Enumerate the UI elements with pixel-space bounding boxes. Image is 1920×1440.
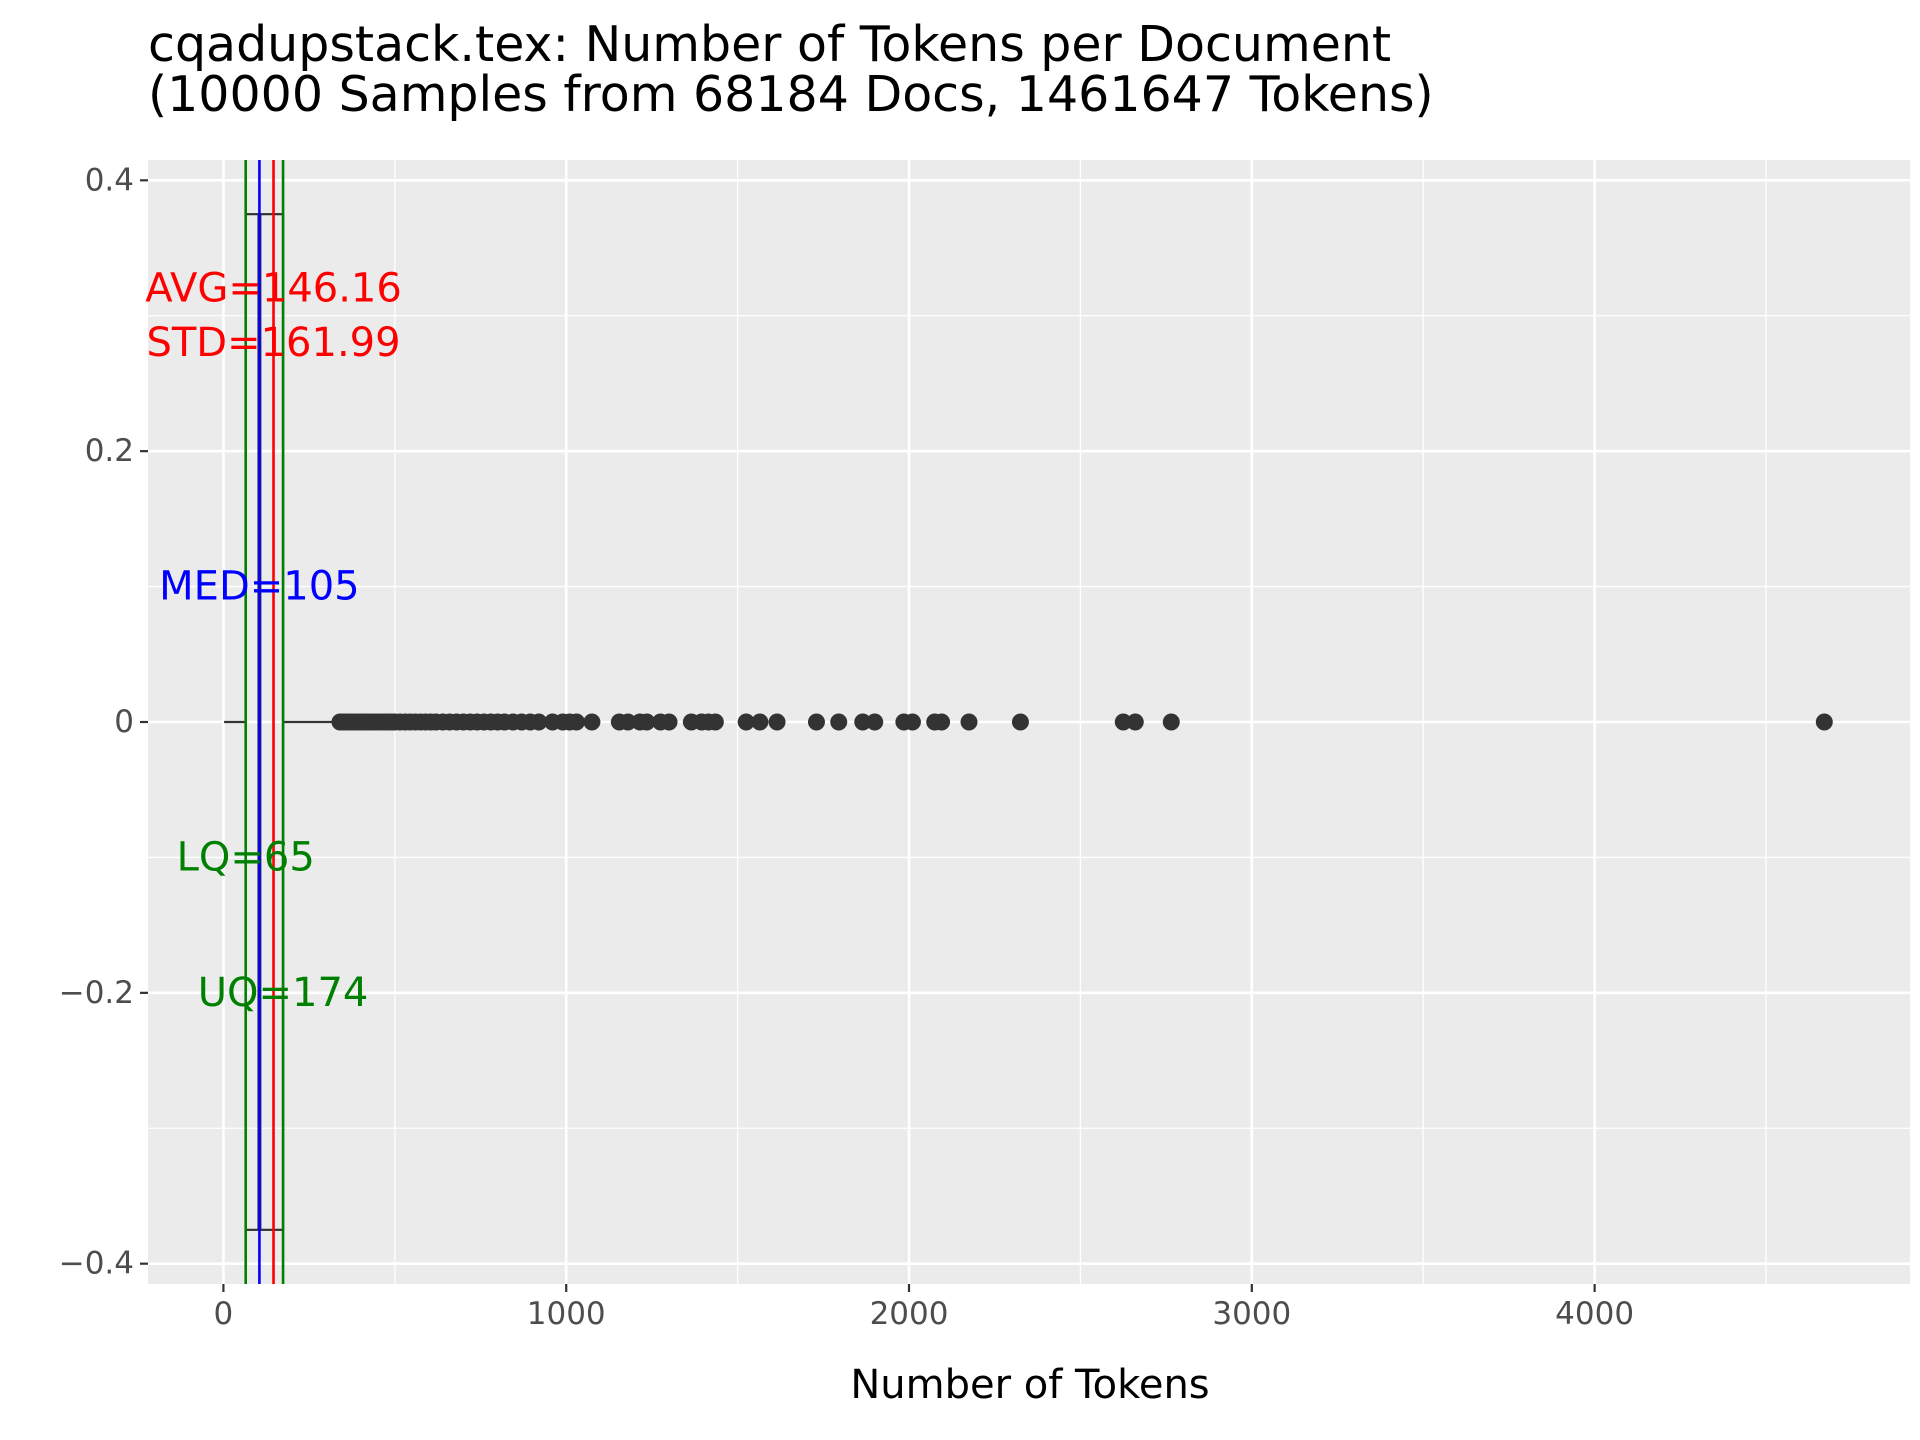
annotation-label: AVG=146.16 (145, 266, 402, 312)
outlier-point (619, 713, 637, 731)
annotation-label: MED=105 (159, 564, 359, 610)
outlier-point (1815, 713, 1833, 731)
outlier-point (1162, 713, 1180, 731)
x-tick-label: 4000 (1555, 1296, 1634, 1332)
outlier-point (807, 713, 825, 731)
y-tick-label: 0 (114, 704, 134, 740)
outlier-point (866, 713, 884, 731)
outlier-point (933, 713, 951, 731)
outlier-point (638, 713, 656, 731)
annotation-label: UQ=174 (198, 970, 369, 1016)
chart-subtitle: (10000 Samples from 68184 Docs, 1461647 … (148, 66, 1434, 123)
outlier-point (1011, 713, 1029, 731)
outlier-point (854, 713, 872, 731)
outlier-point (706, 713, 724, 731)
outlier-point (903, 713, 921, 731)
y-tick-label: −0.2 (59, 975, 134, 1011)
outlier-point (583, 713, 601, 731)
x-tick-label: 1000 (527, 1296, 606, 1332)
outlier-point (660, 713, 678, 731)
y-tick-label: 0.4 (85, 162, 134, 198)
y-tick-label: −0.4 (59, 1246, 134, 1282)
outlier-point (768, 713, 786, 731)
annotation-label: STD=161.99 (146, 320, 400, 366)
outlier-point (830, 713, 848, 731)
outlier-point (737, 713, 755, 731)
annotation-label: LQ=65 (177, 834, 315, 880)
outlier-point (751, 713, 769, 731)
outlier-point (1126, 713, 1144, 731)
outlier-point (530, 713, 548, 731)
x-axis-label: Number of Tokens (850, 1362, 1209, 1408)
x-tick-label: 2000 (870, 1296, 949, 1332)
outlier-point (960, 713, 978, 731)
x-tick-label: 0 (214, 1296, 234, 1332)
x-tick-label: 3000 (1212, 1296, 1291, 1332)
outlier-point (1114, 713, 1132, 731)
y-tick-label: 0.2 (85, 433, 134, 469)
chart-title: cqadupstack.tex: Number of Tokens per Do… (148, 16, 1392, 73)
outlier-point (568, 713, 586, 731)
